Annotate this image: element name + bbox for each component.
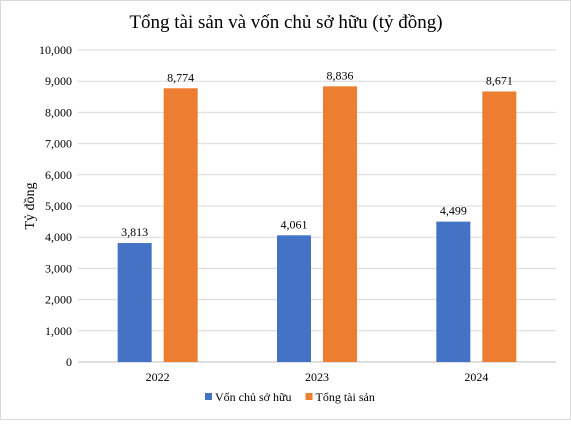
y-tick-label: 2,000 xyxy=(45,293,72,307)
bar xyxy=(277,235,311,362)
legend-swatch xyxy=(205,393,212,400)
y-tick-label: 10,000 xyxy=(39,43,72,57)
bar xyxy=(163,88,198,363)
y-axis-title: Tỷ đồng xyxy=(23,182,38,229)
y-tick-label: 9,000 xyxy=(45,74,72,88)
y-tick-label: 8,000 xyxy=(45,105,72,119)
bar xyxy=(436,221,471,362)
gridlines xyxy=(78,49,556,363)
x-tick-label: 2022 xyxy=(146,370,170,384)
x-axis-ticks: 2022 2023 2024 xyxy=(146,370,489,384)
chart-title: Tổng tài sản và vốn chủ sở hữu (tỷ đồng) xyxy=(129,12,442,33)
y-tick-label: 5,000 xyxy=(45,199,72,213)
y-tick-label: 3,000 xyxy=(45,261,72,275)
y-tick-label: 1,000 xyxy=(45,324,72,338)
data-label: 8,836 xyxy=(327,68,354,82)
legend: Vốn chủ sở hữu Tổng tài sản xyxy=(205,390,375,404)
x-tick-label: 2023 xyxy=(305,370,329,384)
y-axis-ticks: 0 1,000 2,000 3,000 4,000 5,000 6,000 7,000 8,00… xyxy=(39,43,72,369)
bar xyxy=(117,243,152,362)
legend-label: Tổng tài sản xyxy=(316,390,375,404)
data-label: 4,499 xyxy=(440,204,467,218)
data-label: 8,774 xyxy=(167,70,194,84)
data-label: 8,671 xyxy=(486,73,513,87)
y-tick-label: 4,000 xyxy=(45,230,72,244)
y-tick-label: 7,000 xyxy=(45,137,72,151)
data-label: 4,061 xyxy=(281,217,308,231)
legend-label: Vốn chủ sở hữu xyxy=(215,390,292,404)
bars xyxy=(117,86,517,363)
y-tick-label: 0 xyxy=(66,355,72,369)
x-tick-label: 2024 xyxy=(464,370,488,384)
bar xyxy=(482,91,517,363)
legend-swatch xyxy=(305,393,313,400)
y-tick-label: 6,000 xyxy=(45,168,72,182)
data-labels: 3,813 8,774 4,061 8,836 4,499 8,671 xyxy=(121,68,513,239)
bar xyxy=(323,86,357,362)
data-label: 3,813 xyxy=(121,225,148,239)
